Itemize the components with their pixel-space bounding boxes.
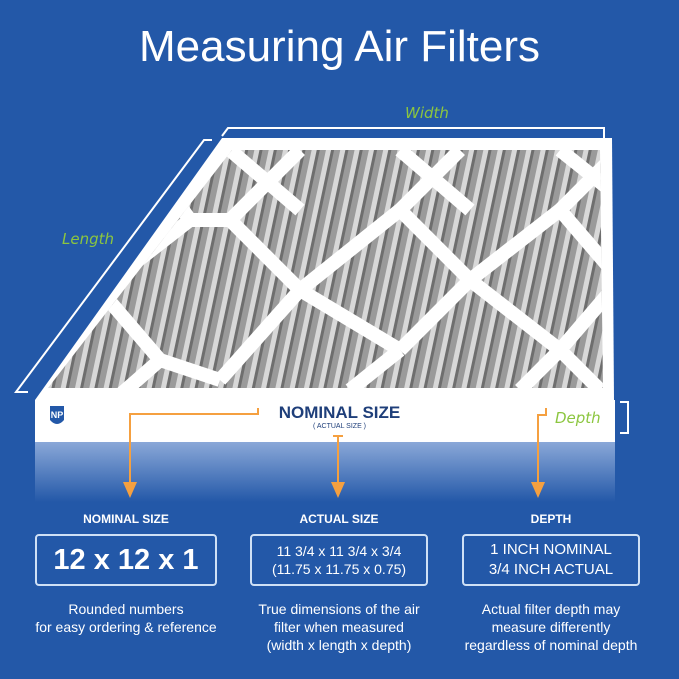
arrow-down-icon [331, 482, 345, 498]
column-heading: ACTUAL SIZE [299, 512, 379, 526]
description-line: regardless of nominal depth [464, 637, 638, 653]
depth-label: Depth [555, 409, 601, 427]
filter-diagram: NP [14, 127, 629, 502]
description-line: (width x length x depth) [266, 637, 412, 653]
length-label: Length [62, 230, 115, 248]
front-label: NOMINAL SIZE ( ACTUAL SIZE ) [0, 403, 679, 430]
column-heading: DEPTH [530, 512, 572, 526]
np-logo [50, 406, 64, 424]
nominal-size-label: NOMINAL SIZE [278, 403, 401, 422]
depth-bracket [620, 401, 629, 434]
description-line: measure differently [491, 619, 611, 635]
np-logo-text: NP [51, 410, 64, 420]
arrow-lines [129, 408, 547, 485]
description-line: Actual filter depth may [481, 601, 621, 617]
description-line: for easy ordering & reference [35, 619, 217, 635]
nominal-size-box: 12 x 12 x 1 [35, 534, 217, 586]
column-heading: NOMINAL SIZE [83, 512, 169, 526]
filter-front-edge [35, 400, 615, 442]
box-line: (11.75 x 11.75 x 0.75) [271, 561, 407, 577]
nominal-size-column: NOMINAL SIZE 12 x 12 x 1 Rounded numbers… [21, 512, 231, 636]
page-title: Measuring Air Filters [138, 22, 540, 71]
arrow-down-icon [531, 482, 545, 498]
box-line: 12 x 12 x 1 [53, 543, 199, 576]
filter-pleats [48, 150, 603, 388]
description-line: filter when measured [274, 619, 404, 635]
depth-box: 1 INCH NOMINAL 3/4 INCH ACTUAL [462, 534, 640, 586]
box-line: 1 INCH NOMINAL [490, 541, 612, 558]
actual-size-sublabel: ( ACTUAL SIZE ) [312, 423, 367, 430]
box-line: 11 3/4 x 11 3/4 x 3/4 [276, 543, 402, 559]
actual-size-box: 11 3/4 x 11 3/4 x 3/4 (11.75 x 11.75 x 0… [250, 534, 428, 586]
description-line: True dimensions of the air [258, 601, 420, 617]
actual-size-column: ACTUAL SIZE 11 3/4 x 11 3/4 x 3/4 (11.75… [234, 512, 444, 654]
width-label: Width [405, 104, 449, 122]
arrow-down-icon [123, 482, 137, 498]
depth-column: DEPTH 1 INCH NOMINAL 3/4 INCH ACTUAL Act… [446, 512, 656, 654]
length-measure-line [14, 139, 212, 393]
description-line: Rounded numbers [68, 601, 184, 617]
box-line: 3/4 INCH ACTUAL [488, 561, 614, 578]
width-measure-line [221, 127, 605, 140]
